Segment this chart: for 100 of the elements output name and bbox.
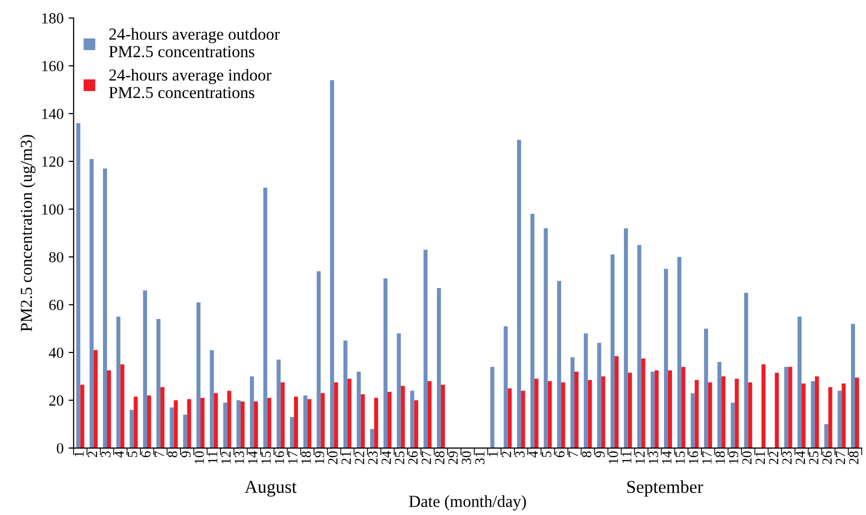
x-tick-label: 21 bbox=[342, 452, 351, 464]
bar bbox=[307, 399, 312, 448]
bar bbox=[174, 400, 178, 448]
bar bbox=[704, 328, 708, 448]
bar bbox=[424, 250, 428, 448]
bar bbox=[223, 402, 228, 448]
bar bbox=[774, 372, 779, 448]
bar bbox=[557, 280, 562, 448]
x-tick-label: 7 bbox=[154, 451, 164, 457]
x-tick-label: 15 bbox=[676, 451, 685, 464]
bar bbox=[440, 384, 445, 448]
bar bbox=[717, 362, 722, 448]
y-tick-label: 20 bbox=[49, 395, 64, 406]
bar bbox=[396, 333, 401, 448]
y-tick-label: 180 bbox=[42, 13, 64, 24]
y-tick-label: 60 bbox=[49, 300, 64, 310]
y-tick-label: 120 bbox=[42, 156, 64, 167]
bar bbox=[76, 123, 80, 448]
x-tick-label: 11 bbox=[208, 452, 218, 463]
bar bbox=[107, 370, 112, 448]
bar bbox=[561, 382, 566, 448]
x-tick-label: 10 bbox=[608, 451, 618, 464]
bar bbox=[614, 356, 619, 448]
bar bbox=[788, 366, 792, 448]
bar bbox=[320, 393, 325, 448]
x-tick-label: 28 bbox=[435, 451, 444, 464]
x-tick-label: 24 bbox=[382, 451, 391, 464]
x-tick-label: 9 bbox=[181, 451, 191, 458]
bar bbox=[200, 398, 205, 448]
bar bbox=[388, 392, 392, 448]
bar bbox=[544, 228, 548, 448]
y-tick-label: 100 bbox=[42, 204, 64, 215]
x-tick-label: 27 bbox=[836, 451, 845, 464]
x-axis-title: Date (month/day) bbox=[409, 495, 526, 510]
bar bbox=[824, 424, 828, 448]
bar bbox=[721, 376, 726, 448]
bar bbox=[116, 316, 120, 448]
x-tick-label: 26 bbox=[822, 451, 832, 464]
y-tick-label: 140 bbox=[42, 108, 64, 120]
bar bbox=[356, 372, 361, 448]
bar bbox=[187, 399, 192, 448]
bar bbox=[664, 268, 668, 448]
x-tick-label: 31 bbox=[475, 452, 484, 464]
bar bbox=[681, 366, 686, 448]
x-tick-label: 18 bbox=[716, 451, 725, 464]
bar bbox=[263, 188, 268, 448]
bar bbox=[276, 360, 281, 448]
bar bbox=[267, 398, 272, 448]
x-tick-label: 5 bbox=[128, 451, 138, 457]
bar bbox=[668, 370, 672, 448]
text: September bbox=[627, 480, 704, 497]
bar bbox=[650, 372, 655, 448]
x-tick-label: 19 bbox=[314, 451, 324, 464]
bar bbox=[436, 288, 441, 448]
bar bbox=[210, 350, 214, 448]
bar bbox=[761, 364, 766, 448]
bar bbox=[160, 387, 164, 448]
bar bbox=[784, 366, 788, 448]
x-tick-label: 4 bbox=[528, 451, 538, 458]
text: August bbox=[244, 480, 297, 497]
bar bbox=[601, 376, 606, 448]
x-tick-label: 25 bbox=[809, 451, 818, 464]
bar bbox=[588, 380, 592, 448]
bar bbox=[400, 386, 405, 448]
legend-label: 24-hours average indoor PM2.5 concentrations bbox=[109, 68, 272, 98]
x-tick-label: 8 bbox=[168, 451, 178, 458]
bar bbox=[842, 384, 846, 448]
bar bbox=[828, 387, 832, 448]
x-tick-label: 16 bbox=[274, 451, 284, 464]
x-tick-label: 18 bbox=[301, 451, 311, 464]
x-tick-label: 24 bbox=[796, 451, 805, 464]
bar bbox=[810, 381, 815, 448]
bar bbox=[343, 340, 348, 448]
x-tick-label: 5 bbox=[542, 451, 552, 457]
bar bbox=[94, 350, 98, 448]
bar bbox=[316, 271, 321, 448]
x-tick-label: 26 bbox=[408, 451, 418, 464]
x-tick-label: 17 bbox=[702, 451, 712, 464]
x-tick-label: 6 bbox=[141, 451, 151, 458]
x-tick-label: 12 bbox=[635, 452, 645, 464]
y-tick-label: 160 bbox=[42, 60, 64, 72]
bar bbox=[183, 414, 188, 448]
bar bbox=[610, 254, 615, 448]
bar bbox=[102, 168, 107, 448]
bar bbox=[574, 372, 579, 448]
x-tick-label: 16 bbox=[688, 451, 698, 464]
bar bbox=[360, 394, 365, 448]
bar bbox=[134, 396, 138, 448]
bar bbox=[490, 366, 494, 448]
bar bbox=[530, 214, 534, 448]
bar bbox=[170, 407, 174, 448]
x-tick-label: 6 bbox=[555, 451, 565, 458]
x-tick-label: 13 bbox=[234, 451, 244, 464]
bar bbox=[521, 390, 526, 448]
bar bbox=[641, 358, 646, 448]
bar bbox=[90, 158, 94, 448]
bar bbox=[214, 393, 218, 448]
bar bbox=[694, 380, 699, 448]
bar bbox=[838, 390, 842, 448]
x-tick-label: 13 bbox=[648, 451, 658, 464]
